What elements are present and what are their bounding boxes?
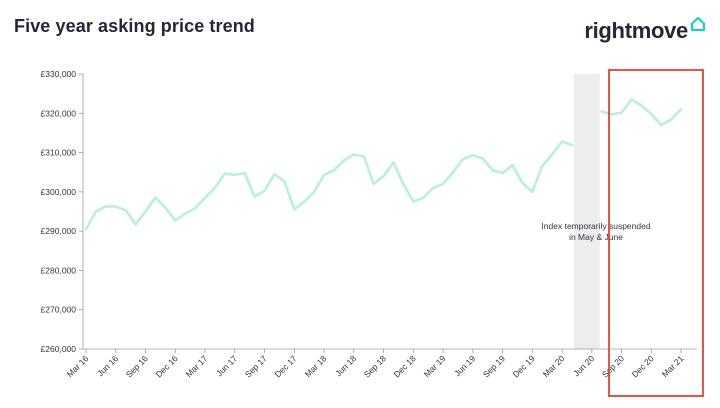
y-tick-label: £290,000	[41, 226, 77, 236]
x-tick-label: Jun 16	[95, 353, 120, 378]
x-tick-label: Jun 19	[452, 353, 477, 378]
x-tick-label: Mar 19	[422, 353, 448, 379]
page-title: Five year asking price trend	[14, 16, 255, 36]
y-tick-label: £270,000	[41, 305, 77, 315]
series-line-segment-1	[84, 140, 574, 231]
x-tick-label: Sep 19	[481, 353, 507, 379]
x-tick-label: Dec 16	[154, 353, 180, 379]
x-tick-label: Mar 17	[184, 353, 210, 379]
x-tick-label: Mar 21	[660, 353, 686, 379]
x-tick-label: Mar 18	[303, 353, 329, 379]
x-tick-label: Mar 20	[541, 353, 567, 379]
y-tick-label: £280,000	[41, 265, 77, 275]
y-tick-label: £320,000	[41, 108, 77, 118]
x-tick-label: Jun 20	[571, 353, 596, 378]
x-tick-label: Sep 16	[124, 353, 150, 379]
x-tick-label: Jun 18	[333, 353, 358, 378]
annotation-line-2: in May & June	[569, 232, 623, 242]
x-tick-label: Jun 17	[214, 353, 239, 378]
y-tick-label: £310,000	[41, 148, 77, 158]
y-tick-label: £260,000	[41, 344, 77, 354]
x-tick-label: Dec 20	[630, 353, 656, 379]
brand-logo: rightmove	[584, 16, 706, 44]
annotation-line-1: Index temporarily suspended	[541, 221, 650, 231]
x-tick-label: Dec 19	[511, 353, 537, 379]
x-tick-label: Dec 18	[392, 353, 418, 379]
highlight-box	[608, 69, 704, 397]
suspended-period-band	[573, 74, 600, 349]
x-tick-label: Sep 20	[600, 353, 626, 379]
series-line-segment-2	[600, 98, 683, 127]
x-tick-label: Dec 17	[273, 353, 299, 379]
x-tick-label: Sep 18	[362, 353, 388, 379]
y-tick-label: £300,000	[41, 187, 77, 197]
y-tick-label: £330,000	[41, 69, 77, 79]
brand-name: rightmove	[584, 18, 688, 43]
x-tick-label: Sep 17	[243, 353, 269, 379]
house-outline-icon	[690, 16, 706, 37]
x-tick-label: Mar 16	[65, 353, 91, 379]
